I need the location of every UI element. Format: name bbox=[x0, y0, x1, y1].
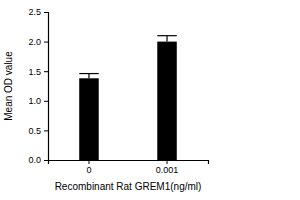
y-tick: 0.0 bbox=[28, 155, 48, 165]
error-stem bbox=[88, 74, 89, 79]
y-tick-mark bbox=[44, 101, 48, 102]
y-axis-title: Mean OD value bbox=[3, 51, 14, 121]
error-cap bbox=[79, 73, 99, 74]
y-tick-label: 1.5 bbox=[28, 67, 41, 77]
y-tick: 1.5 bbox=[28, 67, 48, 77]
y-tick-label: 0.0 bbox=[28, 155, 41, 165]
x-axis: 0 0.001 bbox=[49, 160, 209, 175]
y-tick-label: 1.0 bbox=[28, 96, 41, 106]
error-cap bbox=[157, 35, 177, 36]
plot-group: 0.0 0.5 1.0 1.5 2.0 2.5 0 0.001 bbox=[28, 7, 208, 175]
y-tick: 1.0 bbox=[28, 96, 48, 106]
y-tick-mark bbox=[44, 130, 48, 131]
y-tick-mark bbox=[44, 12, 48, 13]
chart-container: 0.0 0.5 1.0 1.5 2.0 2.5 0 0.001 Recombinant Rat … bbox=[0, 0, 300, 200]
error-stem bbox=[166, 36, 167, 42]
error-bar bbox=[79, 74, 99, 79]
y-tick: 2.0 bbox=[28, 37, 48, 47]
y-tick-mark bbox=[44, 160, 48, 161]
chart-svg: 0.0 0.5 1.0 1.5 2.0 2.5 0 0.001 Recombinant Rat … bbox=[0, 0, 300, 200]
y-tick: 0.5 bbox=[28, 126, 48, 136]
y-tick-label: 2.0 bbox=[28, 37, 41, 47]
bar bbox=[79, 78, 99, 160]
x-tick-label: 0.001 bbox=[156, 165, 179, 175]
y-axis-line bbox=[44, 13, 49, 161]
x-axis-line bbox=[49, 161, 209, 165]
x-tick-mark bbox=[88, 160, 89, 164]
bar bbox=[157, 42, 177, 160]
y-axis: 0.0 0.5 1.0 1.5 2.0 2.5 bbox=[28, 7, 48, 165]
x-tick-mark bbox=[167, 160, 168, 164]
y-tick-label: 2.5 bbox=[28, 7, 41, 17]
y-tick-mark bbox=[44, 71, 48, 72]
error-bar bbox=[157, 36, 177, 42]
y-tick: 2.5 bbox=[28, 7, 48, 17]
x-axis-title: Recombinant Rat GREM1(ng/ml) bbox=[55, 181, 202, 192]
y-tick-label: 0.5 bbox=[28, 126, 41, 136]
x-tick: 0.001 bbox=[156, 160, 179, 175]
x-tick: 0 bbox=[86, 160, 91, 175]
x-tick-label: 0 bbox=[86, 165, 91, 175]
marks bbox=[79, 36, 177, 160]
y-tick-mark bbox=[44, 42, 48, 43]
